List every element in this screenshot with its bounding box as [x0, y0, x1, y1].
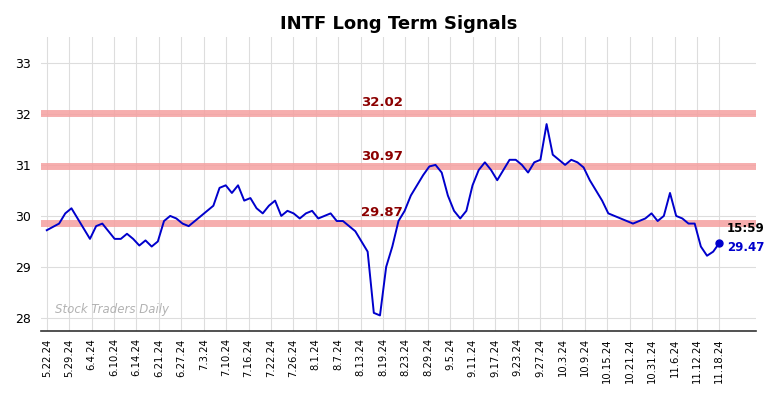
Text: 15:59: 15:59: [727, 222, 764, 235]
Text: 32.02: 32.02: [361, 96, 402, 109]
Text: 30.97: 30.97: [361, 150, 402, 163]
Text: 29.87: 29.87: [361, 207, 402, 220]
Text: Stock Traders Daily: Stock Traders Daily: [55, 303, 169, 316]
Text: 29.47: 29.47: [727, 240, 764, 254]
Title: INTF Long Term Signals: INTF Long Term Signals: [280, 15, 517, 33]
